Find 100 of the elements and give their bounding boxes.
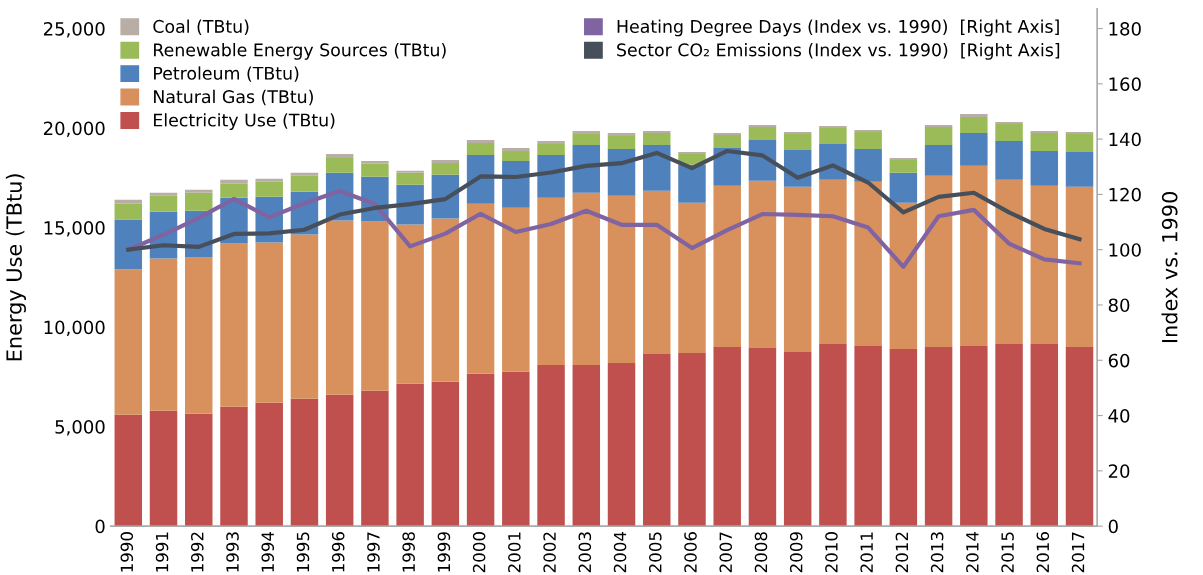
bar <box>185 189 213 193</box>
bar <box>995 124 1023 141</box>
bar <box>431 381 460 527</box>
y2-tick-label: 60 <box>1108 353 1130 368</box>
bar <box>889 202 918 349</box>
y-tick-label: 0 <box>95 519 105 534</box>
y2-tick-label: 80 <box>1108 298 1130 313</box>
bar <box>325 157 354 173</box>
bar <box>114 269 143 415</box>
x-tick-label: 1991 <box>155 532 169 572</box>
x-tick-label: 2015 <box>1001 532 1014 573</box>
bar <box>502 147 530 151</box>
bar <box>502 150 530 161</box>
bar <box>819 128 847 144</box>
bar <box>466 203 495 374</box>
bar <box>361 221 389 391</box>
legend-label: Heating Degree Days (Index vs. 1990) [Right Axis] <box>617 19 1059 37</box>
bar <box>889 159 918 173</box>
x-tick-label: 2016 <box>1036 532 1050 573</box>
bar <box>185 192 213 211</box>
bar <box>185 257 213 414</box>
x-tick-label: 1997 <box>367 532 380 572</box>
bar <box>185 413 213 527</box>
bar <box>643 190 671 354</box>
y-tick-label: 15,000 <box>44 221 105 237</box>
bar <box>889 172 918 203</box>
bar <box>960 133 988 166</box>
legend-label: Renewable Energy Sources (TBtu) <box>154 42 446 60</box>
bar <box>924 144 953 176</box>
y2-tick-label: 180 <box>1109 21 1141 36</box>
bar <box>290 234 319 399</box>
bar <box>924 346 953 527</box>
bar <box>1065 346 1094 527</box>
bar <box>325 220 354 395</box>
x-tick-label: 2017 <box>1071 532 1085 573</box>
bar <box>1030 185 1059 344</box>
x-tick-label: 1995 <box>296 532 310 572</box>
bar <box>220 406 248 527</box>
bar <box>255 402 283 527</box>
bar <box>854 346 882 527</box>
bar <box>572 364 601 527</box>
x-tick-label: 2003 <box>578 532 592 573</box>
bar <box>396 172 424 185</box>
bar <box>290 172 319 176</box>
y2-tick-label: 140 <box>1109 132 1141 147</box>
bar <box>466 373 495 527</box>
bar <box>748 180 777 348</box>
x-tick-label: 2008 <box>754 532 768 573</box>
y2-tick-label: 40 <box>1108 409 1130 423</box>
bar <box>854 181 882 346</box>
x-tick-label: 2009 <box>789 532 803 573</box>
bar <box>396 383 424 527</box>
bar <box>607 148 636 196</box>
bar <box>149 410 178 527</box>
bar <box>466 139 495 143</box>
x-tick-label: 2011 <box>860 532 873 573</box>
bar <box>1065 151 1094 187</box>
bar <box>220 179 248 184</box>
line-series <box>126 148 1082 252</box>
x-tick-label: 2010 <box>825 532 838 573</box>
bar <box>220 243 248 407</box>
y-axis-title: Energy Use (TBtu) <box>5 174 26 361</box>
bar <box>960 114 988 118</box>
legend-label: Electricity Use (TBtu) <box>154 113 335 130</box>
y2-tick-label: 0 <box>1108 519 1118 534</box>
bar <box>114 199 143 204</box>
legend-label: Coal (TBtu) <box>153 19 249 36</box>
x-tick-label: 1998 <box>402 532 415 572</box>
bar <box>995 140 1023 180</box>
bar <box>537 143 565 155</box>
bar <box>924 127 953 145</box>
x-tick-label: 2014 <box>966 531 979 573</box>
bar <box>537 197 565 365</box>
bar <box>889 348 918 527</box>
bar <box>361 160 389 164</box>
bar <box>149 192 178 196</box>
bar <box>572 134 601 145</box>
bar <box>643 133 671 145</box>
bar <box>854 132 882 149</box>
bar <box>572 131 601 135</box>
x-tick-label: 2013 <box>930 532 944 573</box>
bar <box>290 398 319 527</box>
x-tick-label: 2006 <box>684 532 697 573</box>
bar <box>1065 134 1094 152</box>
x-tick-label: 1990 <box>120 532 134 572</box>
x-tick-label: 2004 <box>613 531 627 573</box>
legend-label: Petroleum (TBtu) <box>154 66 299 82</box>
bar <box>255 242 283 403</box>
y-tick-label: 25,000 <box>43 21 105 38</box>
y-tick-label: 10,000 <box>44 320 105 337</box>
bar <box>783 186 812 352</box>
bar <box>713 135 741 148</box>
bar <box>607 195 636 363</box>
x-tick-label: 2005 <box>648 532 662 573</box>
bar <box>149 258 178 411</box>
y2-tick-label: 160 <box>1109 77 1141 91</box>
bar <box>607 136 636 149</box>
bar <box>678 202 706 353</box>
bar <box>466 142 495 155</box>
bar <box>325 394 354 527</box>
